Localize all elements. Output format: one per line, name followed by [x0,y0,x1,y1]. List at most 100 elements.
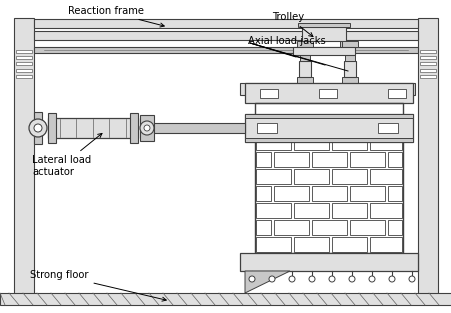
Bar [293,135,328,150]
Bar [244,83,412,103]
Bar [344,85,364,93]
Circle shape [408,276,414,282]
Bar [273,186,308,201]
Bar [311,220,346,235]
Bar [349,118,384,133]
Bar [311,118,346,133]
Bar [255,237,290,252]
Bar [16,63,32,65]
Bar [318,89,336,98]
Bar [297,23,349,27]
Bar [419,63,435,65]
Bar [254,103,402,253]
Bar [48,118,138,138]
Bar [419,56,435,59]
Bar [331,237,366,252]
Bar [244,95,409,100]
Bar [273,118,308,133]
Bar [387,186,401,201]
Bar [16,56,32,59]
Circle shape [29,119,47,137]
Bar [257,123,276,133]
Bar [341,77,357,83]
Bar [16,50,32,53]
Bar [255,169,290,184]
Bar [369,169,401,184]
Bar [293,203,328,218]
Bar [140,115,154,141]
Bar [130,113,138,143]
Bar [331,203,366,218]
Bar [16,75,32,78]
Bar [419,50,435,53]
Bar [331,169,366,184]
Bar [239,253,417,271]
Text: Strong floor: Strong floor [30,270,166,301]
Text: Reaction frame: Reaction frame [68,6,164,27]
Circle shape [140,121,154,135]
Bar [339,41,349,47]
Bar [293,169,328,184]
Bar [34,19,417,28]
Bar [254,85,274,93]
Bar [311,186,346,201]
Circle shape [268,276,274,282]
Bar [344,47,354,61]
Bar [387,220,401,235]
Bar [295,85,314,93]
Bar [349,152,384,167]
Bar [369,203,401,218]
Bar [34,47,417,53]
Bar [255,135,290,150]
Bar [384,85,404,93]
Bar [239,271,417,293]
Bar [273,152,308,167]
Polygon shape [244,271,290,293]
Bar [419,69,435,72]
Bar [14,18,34,303]
Bar [369,135,401,150]
Bar [301,27,345,41]
Circle shape [249,276,254,282]
Bar [419,75,435,78]
Bar [296,77,312,83]
Bar [387,118,401,133]
Bar [349,220,384,235]
Bar [297,41,307,47]
Bar [255,152,271,167]
Bar [296,41,312,47]
Bar [299,47,309,61]
Bar [244,114,412,142]
Bar [292,47,354,55]
Text: Lateral load
actuator: Lateral load actuator [32,133,102,177]
Circle shape [388,276,394,282]
Bar [48,113,56,143]
Circle shape [34,124,42,132]
Circle shape [308,276,314,282]
Circle shape [144,125,150,131]
Bar [273,220,308,235]
Bar [349,186,384,201]
Bar [369,237,401,252]
Circle shape [328,276,334,282]
Bar [377,123,397,133]
Bar [255,203,290,218]
Bar [244,138,412,142]
Circle shape [348,276,354,282]
Circle shape [368,276,374,282]
Bar [0,293,451,305]
Bar [387,89,405,98]
Circle shape [288,276,295,282]
Bar [255,220,271,235]
Bar [293,237,328,252]
Bar [417,18,437,303]
Bar [244,114,412,118]
Bar [34,31,417,40]
Text: Trolley: Trolley [272,12,312,37]
Bar [387,152,401,167]
Bar [255,186,271,201]
Bar [299,61,310,77]
Bar [311,152,346,167]
Bar [343,61,355,77]
Text: Axial load jacks: Axial load jacks [248,36,325,46]
